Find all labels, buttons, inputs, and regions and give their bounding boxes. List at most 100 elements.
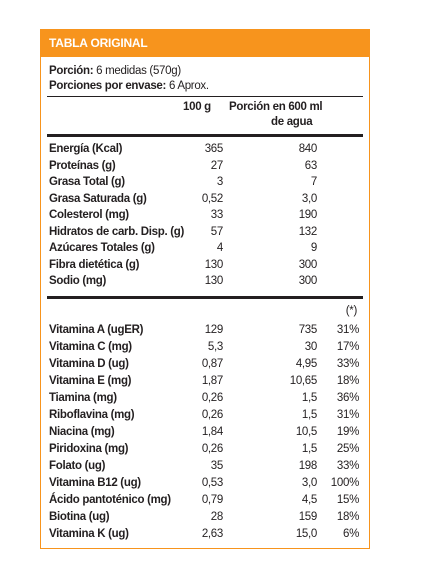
daily-value-percent: 31% xyxy=(336,409,359,421)
value-per-100g: 2,63 xyxy=(201,528,223,540)
nutrient-label: Grasa Total (g) xyxy=(49,176,125,188)
nutrient-label: Grasa Saturada (g) xyxy=(49,192,147,205)
header-portion-line1: Porción en 600 ml xyxy=(229,101,323,113)
value-per-portion: 1,5 xyxy=(301,443,317,455)
value-per-100g: 365 xyxy=(204,143,224,155)
table-row: Niacina (mg) 1,84 10,5 19% xyxy=(49,424,365,440)
table-row: Vitamina E (mg) 1,87 10,65 18% xyxy=(49,373,365,389)
value-per-portion: 4,95 xyxy=(295,358,317,370)
daily-value-percent: 6% xyxy=(342,528,359,540)
daily-value-percent: 18% xyxy=(336,375,359,387)
table-row: Ácido pantoténico (mg) 0,79 4,5 15% xyxy=(49,492,365,508)
value-per-100g: 0,52 xyxy=(201,192,223,205)
serving-info: Porción: 6 medidas (570g) Porciones por … xyxy=(49,64,209,94)
nutrient-label: Folato (ug) xyxy=(49,460,106,472)
value-per-portion: 840 xyxy=(298,143,318,155)
value-per-100g: 0,79 xyxy=(201,494,223,506)
daily-value-percent: 25% xyxy=(336,443,359,455)
value-per-portion: 10,5 xyxy=(295,426,317,438)
nutrient-label: Vitamina E (mg) xyxy=(49,375,132,387)
daily-value-percent: 100% xyxy=(330,477,360,489)
nutrient-label: Biotina (ug) xyxy=(49,511,110,523)
value-per-100g: 129 xyxy=(204,324,224,336)
value-per-portion: 63 xyxy=(304,159,318,172)
table-row: Vitamina A (ugER) 129 735 31% xyxy=(49,322,365,338)
portion-line: Porción: 6 medidas (570g) xyxy=(49,64,209,79)
nutrient-label: Vitamina D (ug) xyxy=(49,358,129,370)
value-per-portion: 1,5 xyxy=(301,409,317,421)
nutrient-label: Vitamina A (ugER) xyxy=(49,324,144,336)
value-per-100g: 35 xyxy=(210,460,224,472)
table-row: Grasa Saturada (g) 0,52 3,0 xyxy=(49,191,365,207)
value-per-100g: 4 xyxy=(216,242,223,254)
daily-value-percent: 31% xyxy=(336,324,359,336)
nutrient-label: Ácido pantoténico (mg) xyxy=(49,494,171,506)
nutrient-label: Vitamina K (ug) xyxy=(49,528,129,540)
section-divider xyxy=(47,296,363,299)
table-row: Folato (ug) 35 198 33% xyxy=(49,458,365,474)
value-per-portion: 1,5 xyxy=(301,392,317,404)
value-per-portion: 190 xyxy=(298,209,318,221)
nutrient-label: Niacina (mg) xyxy=(49,426,115,438)
table-row: Biotina (ug) 28 159 18% xyxy=(49,509,365,525)
nutrient-label: Fibra dietética (g) xyxy=(49,258,140,271)
per-container-value: 6 Aprox. xyxy=(168,80,209,92)
value-per-100g: 0,26 xyxy=(201,443,223,455)
value-per-portion: 10,65 xyxy=(289,375,318,387)
value-per-portion: 4,5 xyxy=(301,494,317,506)
daily-value-percent: 33% xyxy=(336,358,359,370)
daily-value-percent: 36% xyxy=(336,392,359,404)
value-per-portion: 30 xyxy=(304,341,318,353)
value-per-100g: 130 xyxy=(204,258,224,271)
nutrient-label: Energía (Kcal) xyxy=(49,143,123,155)
header-divider xyxy=(47,134,363,137)
table-row: Vitamina C (mg) 5,3 30 17% xyxy=(49,339,365,355)
table-title: TABLA ORIGINAL xyxy=(41,30,369,57)
table-row: Piridoxina (mg) 0,26 1,5 25% xyxy=(49,441,365,457)
value-per-100g: 1,84 xyxy=(201,426,223,438)
per-container-label: Porciones por envase: xyxy=(49,80,167,92)
table-row: Vitamina K (ug) 2,63 15,0 6% xyxy=(49,526,365,542)
value-per-portion: 300 xyxy=(298,275,318,287)
table-row: Azúcares Totales (g) 4 9 xyxy=(49,240,365,256)
per-container-line: Porciones por envase: 6 Aprox. xyxy=(49,79,209,94)
nutrient-label: Hidratos de carb. Disp. (g) xyxy=(49,225,185,238)
nutrient-label: Colesterol (mg) xyxy=(49,209,129,221)
nutrient-label: Vitamina C (mg) xyxy=(49,341,132,353)
value-per-100g: 0,53 xyxy=(201,477,223,489)
value-per-100g: 0,87 xyxy=(201,358,223,370)
table-row: Vitamina B12 (ug) 0,53 3,0 100% xyxy=(49,475,365,491)
nutrient-label: Proteínas (g) xyxy=(49,159,116,172)
value-per-100g: 28 xyxy=(210,511,224,523)
daily-value-percent: 18% xyxy=(336,511,359,523)
header-portion-line2: de agua xyxy=(271,116,313,128)
nutrient-label: Sodio (mg) xyxy=(49,275,107,287)
nutrient-label: Vitamina B12 (ug) xyxy=(49,477,141,489)
table-row: Vitamina D (ug) 0,87 4,95 33% xyxy=(49,356,365,372)
portion-label: Porción: xyxy=(49,65,94,77)
daily-value-percent: 17% xyxy=(336,341,359,353)
value-per-portion: 735 xyxy=(298,324,318,336)
divider xyxy=(47,96,363,97)
header-100g: 100 g xyxy=(183,101,211,113)
value-per-portion: 198 xyxy=(298,460,318,472)
table-row: Energía (Kcal) 365 840 xyxy=(49,141,365,157)
value-per-100g: 0,26 xyxy=(201,409,223,421)
value-per-portion: 159 xyxy=(298,511,318,523)
daily-value-percent: 19% xyxy=(336,426,359,438)
value-per-100g: 5,3 xyxy=(207,341,223,353)
table-row: Proteínas (g) 27 63 xyxy=(49,158,365,174)
value-per-portion: 3,0 xyxy=(301,192,317,205)
nutrient-label: Azúcares Totales (g) xyxy=(49,242,155,254)
value-per-portion: 132 xyxy=(298,225,318,238)
nutrition-table: TABLA ORIGINAL Porción: 6 medidas (570g)… xyxy=(40,29,370,549)
daily-value-percent: 15% xyxy=(336,494,359,506)
value-per-100g: 0,26 xyxy=(201,392,223,404)
value-per-portion: 7 xyxy=(310,176,317,188)
value-per-100g: 1,87 xyxy=(201,375,223,387)
table-row: Riboflavina (mg) 0,26 1,5 31% xyxy=(49,407,365,423)
value-per-100g: 57 xyxy=(210,225,224,238)
nutrient-label: Tiamina (mg) xyxy=(49,392,117,404)
table-row: Sodio (mg) 130 300 xyxy=(49,273,365,289)
value-per-portion: 300 xyxy=(298,258,318,271)
